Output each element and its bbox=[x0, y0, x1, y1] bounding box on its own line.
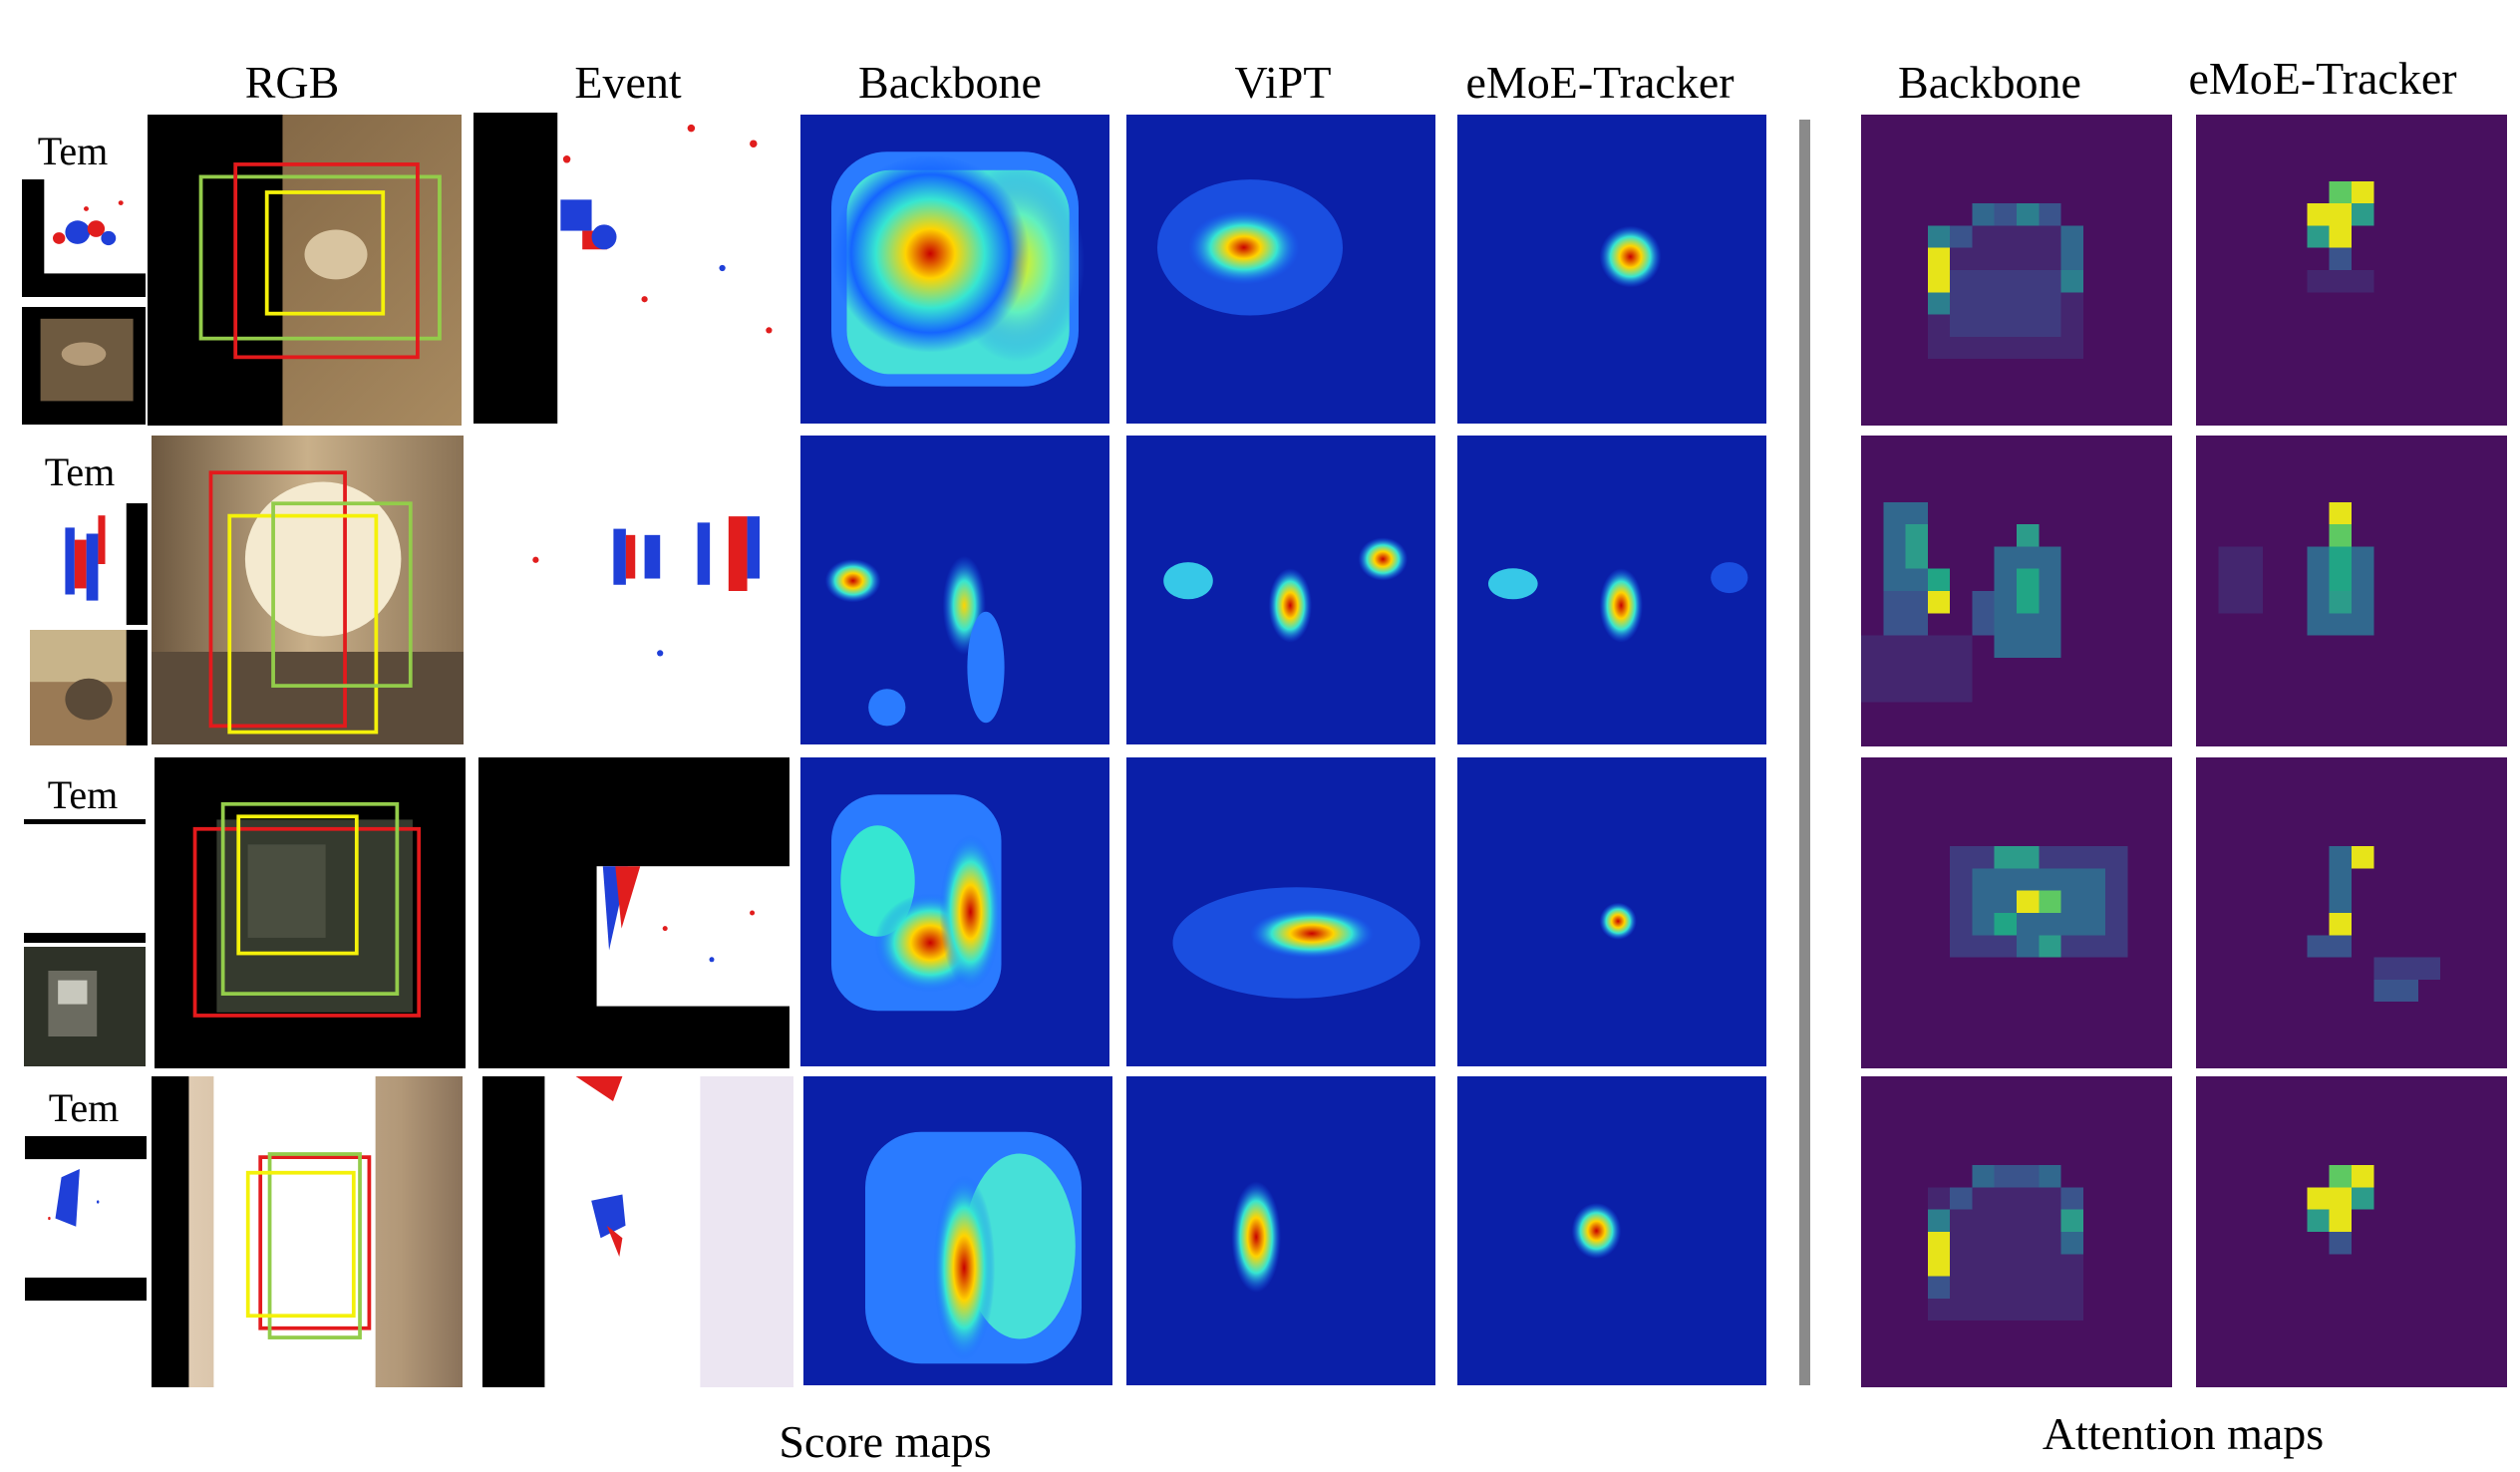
score-map-vipt-row3 bbox=[1126, 757, 1435, 1066]
attention-map-backbone-row2 bbox=[1861, 436, 2172, 746]
header-attn-backbone: Backbone bbox=[1898, 57, 2081, 108]
template-event-thumb-row3 bbox=[24, 819, 146, 943]
score-map-backbone-row4 bbox=[803, 1076, 1112, 1385]
footer-score-maps: Score maps bbox=[779, 1416, 992, 1467]
header-event: Event bbox=[574, 57, 682, 108]
score-map-backbone-row1 bbox=[800, 115, 1109, 424]
score-map-vipt-row4 bbox=[1126, 1076, 1435, 1385]
template-label-row4: Tem bbox=[48, 1085, 120, 1130]
attention-map-backbone-row3 bbox=[1861, 757, 2172, 1068]
header-score-backbone: Backbone bbox=[858, 57, 1042, 108]
score-map-backbone-row2 bbox=[800, 436, 1109, 744]
attention-map-backbone-row4 bbox=[1861, 1076, 2172, 1387]
template-rgb-thumb-row2 bbox=[30, 630, 148, 745]
rgb-frame-row2 bbox=[152, 436, 464, 744]
footer-attention-maps: Attention maps bbox=[2042, 1408, 2325, 1459]
attention-map-backbone-row1 bbox=[1861, 115, 2172, 426]
template-rgb-thumb-row1 bbox=[22, 307, 146, 425]
score-map-emoe-row4 bbox=[1457, 1076, 1766, 1385]
template-label-row2: Tem bbox=[44, 449, 116, 494]
score-map-emoe-row1 bbox=[1457, 115, 1766, 424]
event-frame-row2 bbox=[473, 436, 785, 746]
attention-map-emoe-row3 bbox=[2196, 757, 2507, 1068]
header-score-vipt: ViPT bbox=[1234, 57, 1332, 108]
template-rgb-thumb-row3 bbox=[24, 947, 146, 1066]
score-map-emoe-row2 bbox=[1457, 436, 1766, 744]
rgb-frame-row4 bbox=[152, 1076, 463, 1387]
event-frame-row4 bbox=[482, 1076, 793, 1387]
rgb-frame-row1 bbox=[148, 115, 462, 426]
attention-map-emoe-row2 bbox=[2196, 436, 2507, 746]
header-rgb: RGB bbox=[244, 57, 340, 108]
template-label-row3: Tem bbox=[47, 772, 119, 817]
template-event-thumb-row4 bbox=[25, 1136, 147, 1301]
template-label-row1: Tem bbox=[37, 129, 109, 173]
event-frame-row1 bbox=[473, 113, 785, 424]
score-map-backbone-row3 bbox=[800, 757, 1109, 1066]
header-score-emoe: eMoE-Tracker bbox=[1465, 57, 1734, 108]
template-event-thumb-row1 bbox=[22, 179, 146, 297]
score-map-vipt-row1 bbox=[1126, 115, 1435, 424]
rgb-frame-row3 bbox=[155, 757, 466, 1068]
header-attn-emoe: eMoE-Tracker bbox=[2188, 53, 2457, 104]
score-map-vipt-row2 bbox=[1126, 436, 1435, 744]
attention-map-emoe-row4 bbox=[2196, 1076, 2507, 1387]
template-event-thumb-row2 bbox=[30, 503, 148, 625]
attention-map-emoe-row1 bbox=[2196, 115, 2507, 426]
event-frame-row3 bbox=[478, 757, 789, 1068]
section-divider bbox=[1799, 120, 1810, 1385]
score-map-emoe-row3 bbox=[1457, 757, 1766, 1066]
